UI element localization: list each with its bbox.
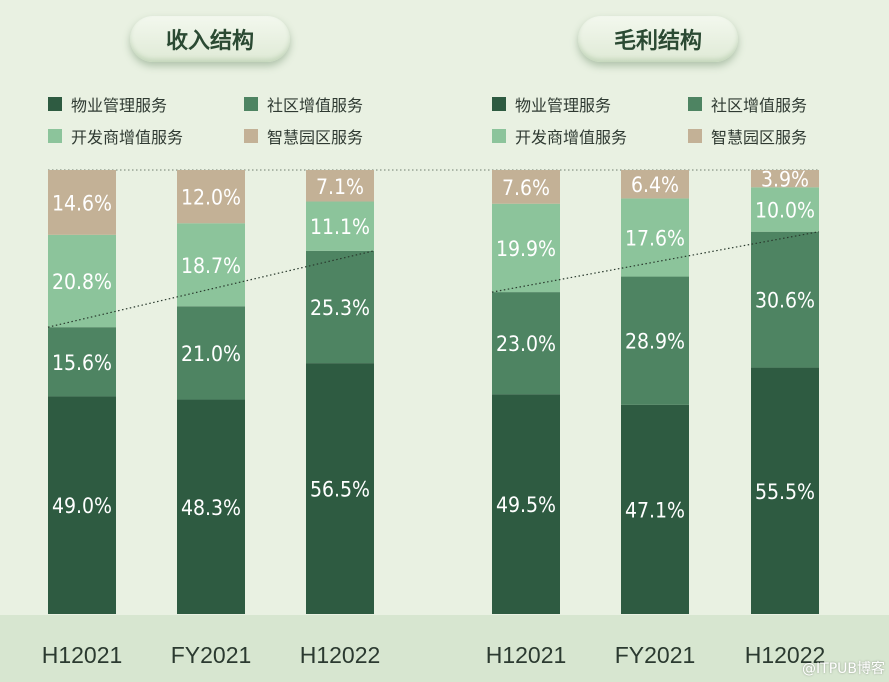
legend-swatch [492, 129, 506, 143]
bar-segment-community_vas [177, 306, 245, 400]
legend-item-smart-park: 智慧园区服务 [244, 124, 363, 148]
legend-swatch [688, 97, 702, 111]
data-label: 49.0% [52, 494, 112, 518]
bar-segment-smart_park [621, 170, 689, 199]
data-label: 30.6% [755, 289, 815, 313]
bar-segment-smart_park [306, 170, 374, 202]
legend-left: 物业管理服务 社区增值服务 开发商增值服务 智慧园区服务 [48, 92, 408, 152]
bar-segment-developer_vas [48, 234, 116, 328]
gross-profit-structure-title: 毛利结构 [578, 16, 738, 62]
legend-item-smart-park: 智慧园区服务 [688, 124, 807, 148]
legend-swatch [48, 97, 62, 111]
x-tick-label: H12021 [486, 642, 567, 668]
x-tick-label: H12022 [300, 642, 381, 668]
bar-segment-smart_park [492, 170, 560, 204]
legend-item-developer-vas: 开发商增值服务 [48, 124, 183, 148]
bar-segment-developer_vas [751, 187, 819, 232]
x-tick-label: H12021 [42, 642, 123, 668]
bar-segment-developer_vas [306, 201, 374, 251]
data-label: 49.5% [496, 493, 556, 517]
bar-segment-smart_park [751, 170, 819, 188]
data-label: 20.8% [52, 270, 112, 294]
bar-segment-developer_vas [177, 223, 245, 307]
legend-label: 社区增值服务 [711, 96, 808, 115]
data-label: 18.7% [181, 254, 241, 278]
legend-label: 物业管理服务 [515, 96, 612, 115]
bar-segment-smart_park [48, 170, 116, 235]
bar-segment-community_vas [48, 327, 116, 397]
bar-segment-community_vas [751, 231, 819, 368]
data-label: 6.4% [631, 173, 679, 197]
data-label: 7.6% [502, 176, 550, 200]
legend-swatch [48, 129, 62, 143]
bar-segment-community_vas [306, 250, 374, 364]
legend-label: 物业管理服务 [71, 96, 168, 115]
bar-segment-property_management [306, 363, 374, 614]
bar-segment-property_management [177, 399, 245, 614]
bar-segment-community_vas [492, 292, 560, 395]
data-label: 28.9% [625, 330, 685, 354]
data-label: 12.0% [181, 186, 241, 210]
bar-segment-property_management [621, 404, 689, 614]
legend-swatch [244, 129, 258, 143]
bar-segment-property_management [751, 367, 819, 614]
data-label: 7.1% [316, 175, 364, 199]
watermark: @ITPUB博客 [802, 661, 885, 677]
bar-segment-property_management [492, 394, 560, 614]
data-label: 17.6% [625, 226, 685, 250]
trend-line [491, 231, 820, 293]
bar-segment-developer_vas [492, 203, 560, 293]
data-label: 48.3% [181, 496, 241, 520]
bar-segment-developer_vas [621, 198, 689, 277]
data-label: 55.5% [755, 480, 815, 504]
data-label: 25.3% [310, 296, 370, 320]
data-label: 3.9% [761, 168, 809, 192]
data-label: 14.6% [52, 191, 112, 215]
footer-band [0, 615, 889, 682]
bar-segment-smart_park [177, 170, 245, 224]
legend-item-community-vas: 社区增值服务 [244, 92, 363, 116]
legend-label: 智慧园区服务 [711, 128, 808, 147]
legend-swatch [244, 97, 258, 111]
legend-swatch [688, 129, 702, 143]
data-label: 19.9% [496, 237, 556, 261]
legend-item-property-management: 物业管理服务 [48, 92, 167, 116]
bar-segment-community_vas [621, 276, 689, 405]
data-label: 47.1% [625, 498, 685, 522]
legend-swatch [492, 97, 506, 111]
x-tick-label: H12022 [745, 642, 826, 668]
legend-label: 开发商增值服务 [71, 128, 184, 147]
data-label: 11.1% [310, 215, 370, 239]
legend-item-community-vas: 社区增值服务 [688, 92, 807, 116]
legend-label: 智慧园区服务 [267, 128, 364, 147]
legend-item-property-management: 物业管理服务 [492, 92, 611, 116]
data-label: 56.5% [310, 478, 370, 502]
legend-right: 物业管理服务 社区增值服务 开发商增值服务 智慧园区服务 [492, 92, 852, 152]
legend-item-developer-vas: 开发商增值服务 [492, 124, 627, 148]
data-label: 21.0% [181, 342, 241, 366]
data-label: 10.0% [755, 199, 815, 223]
bar-segment-property_management [48, 396, 116, 614]
revenue-structure-title: 收入结构 [130, 16, 290, 62]
x-tick-label: FY2021 [171, 642, 252, 668]
x-tick-label: FY2021 [615, 642, 696, 668]
data-label: 23.0% [496, 332, 556, 356]
legend-label: 开发商增值服务 [515, 128, 628, 147]
data-label: 15.6% [52, 351, 112, 375]
legend-label: 社区增值服务 [267, 96, 364, 115]
